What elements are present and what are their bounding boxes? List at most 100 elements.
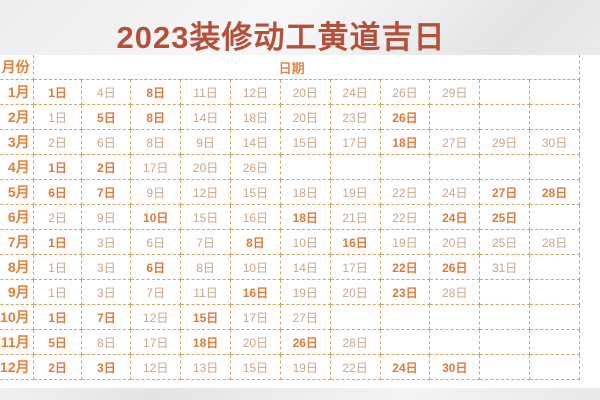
- date-cell: 7日: [81, 179, 132, 205]
- date-cell: 4日: [81, 79, 132, 105]
- table-row: 8月 1日 3日 6日 8日 10日 14日 17日 22日 26日 31日: [0, 254, 580, 280]
- empty-cell: [479, 329, 531, 355]
- table-row: 2月 1日 5日 8日 14日 18日 20日 23日 26日: [0, 104, 580, 130]
- month-label: 10月: [0, 304, 34, 330]
- date-cell: 20日: [230, 329, 281, 355]
- date-cell: 20日: [279, 79, 331, 105]
- date-cell: 24日: [329, 79, 381, 105]
- header-row: 月份 日期: [0, 55, 581, 80]
- date-cell: 1日: [32, 229, 83, 255]
- date-cell: 5日: [81, 104, 132, 130]
- date-cell: 25日: [479, 204, 531, 230]
- date-cell: 15日: [230, 354, 281, 380]
- date-cell: 23日: [329, 104, 381, 130]
- month-label: 3月: [0, 129, 34, 155]
- date-cell: 16日: [230, 279, 281, 305]
- date-cell: 11日: [180, 279, 231, 305]
- empty-cell: [479, 304, 531, 330]
- date-cell: 11日: [180, 79, 231, 105]
- table-row: 4月 1日 2日 17日 20日 26日: [0, 154, 580, 180]
- date-cell: 26日: [429, 254, 481, 280]
- date-cell: 7日: [81, 304, 132, 330]
- date-cell: 6日: [81, 129, 132, 155]
- date-cell: 18日: [180, 329, 231, 355]
- date-cell: 1日: [32, 304, 83, 330]
- table-row: 10月 1日 7日 12日 15日 17日 27日: [0, 304, 580, 330]
- date-cell: 2日: [32, 204, 83, 230]
- table-row: 11月 5日 8日 17日 18日 20日 26日 28日: [0, 329, 580, 355]
- date-cell: 21日: [329, 204, 381, 230]
- auspicious-dates-table: 月份 日期 1月 1日 4日 8日 11日 12日 20日 24日 26日 29日 2月 1日 5日 8日…: [0, 55, 600, 388]
- date-cell: 15日: [279, 129, 331, 155]
- date-cell: 2日: [32, 354, 83, 380]
- date-cell: 29日: [429, 79, 481, 105]
- date-cell: 29日: [479, 129, 531, 155]
- date-cell: 1日: [32, 279, 83, 305]
- date-cell: 7日: [130, 279, 182, 305]
- date-cell: 30日: [429, 354, 481, 380]
- date-cell: 12日: [130, 304, 182, 330]
- month-label: 8月: [0, 254, 34, 280]
- date-cell: 30日: [529, 129, 580, 155]
- date-cell: 20日: [180, 154, 231, 180]
- date-cell: 2日: [81, 154, 132, 180]
- date-cell: 27日: [279, 304, 331, 330]
- month-label: 5月: [0, 179, 34, 205]
- date-cell: 15日: [180, 204, 231, 230]
- date-cell: 19日: [279, 279, 331, 305]
- month-label: 2月: [0, 104, 34, 130]
- date-cell: 8日: [130, 129, 182, 155]
- date-cell: 6日: [130, 229, 182, 255]
- date-cell: 7日: [180, 229, 231, 255]
- date-cell: 12日: [130, 354, 182, 380]
- date-cell: 10日: [230, 254, 281, 280]
- table-row: 12月 2日 3日 12日 13日 15日 19日 22日 24日 30日: [0, 354, 580, 380]
- date-cell: 14日: [180, 104, 231, 130]
- date-cell: 3日: [81, 229, 132, 255]
- date-cell: 9日: [180, 129, 231, 155]
- month-label: 9月: [0, 279, 34, 305]
- date-cell: 6日: [130, 254, 182, 280]
- date-cell: 18日: [379, 129, 431, 155]
- date-cell: 1日: [32, 104, 83, 130]
- date-cell: 8日: [230, 229, 281, 255]
- date-cell: 18日: [279, 204, 331, 230]
- empty-cell: [529, 204, 580, 230]
- date-cell: 13日: [180, 354, 231, 380]
- month-label: 4月: [0, 154, 34, 180]
- date-cell: 26日: [379, 79, 431, 105]
- date-cell: 20日: [429, 229, 481, 255]
- date-cell: 17日: [130, 154, 182, 180]
- table-row: 1月 1日 4日 8日 11日 12日 20日 24日 26日 29日: [0, 79, 580, 105]
- date-cell: 8日: [81, 329, 132, 355]
- date-cell: 14日: [279, 254, 331, 280]
- date-cell: 5日: [32, 329, 83, 355]
- empty-cell: [479, 354, 531, 380]
- date-cell: 17日: [130, 329, 182, 355]
- empty-cell: [279, 154, 331, 180]
- table-row: 7月 1日 3日 6日 7日 8日 10日 16日 19日 20日 25日 28日: [0, 229, 580, 255]
- empty-cell: [429, 104, 481, 130]
- empty-cell: [429, 329, 481, 355]
- empty-cell: [479, 104, 531, 130]
- empty-cell: [329, 304, 381, 330]
- date-cell: 12日: [180, 179, 231, 205]
- month-label: 11月: [0, 329, 34, 355]
- date-cell: 3日: [81, 254, 132, 280]
- date-cell: 27日: [479, 179, 531, 205]
- page-title: 2023装修动工黄道吉日: [116, 20, 446, 55]
- month-label: 7月: [0, 229, 34, 255]
- date-cell: 22日: [379, 179, 431, 205]
- date-cell: 18日: [279, 179, 331, 205]
- date-cell: 3日: [81, 279, 132, 305]
- date-cell: 10日: [279, 229, 331, 255]
- dates-grid: 月份 日期 1月 1日 4日 8日 11日 12日 20日 24日 26日 29日 2月 1日 5日 8日…: [0, 55, 581, 380]
- date-cell: 26日: [230, 154, 281, 180]
- table-row: 6月 2日 9日 10日 15日 16日 18日 21日 22日 24日 25日: [0, 204, 580, 230]
- empty-cell: [329, 154, 381, 180]
- date-cell: 20日: [329, 279, 381, 305]
- empty-cell: [529, 254, 580, 280]
- date-cell: 18日: [230, 104, 281, 130]
- month-label: 12月: [0, 354, 34, 380]
- empty-cell: [379, 329, 431, 355]
